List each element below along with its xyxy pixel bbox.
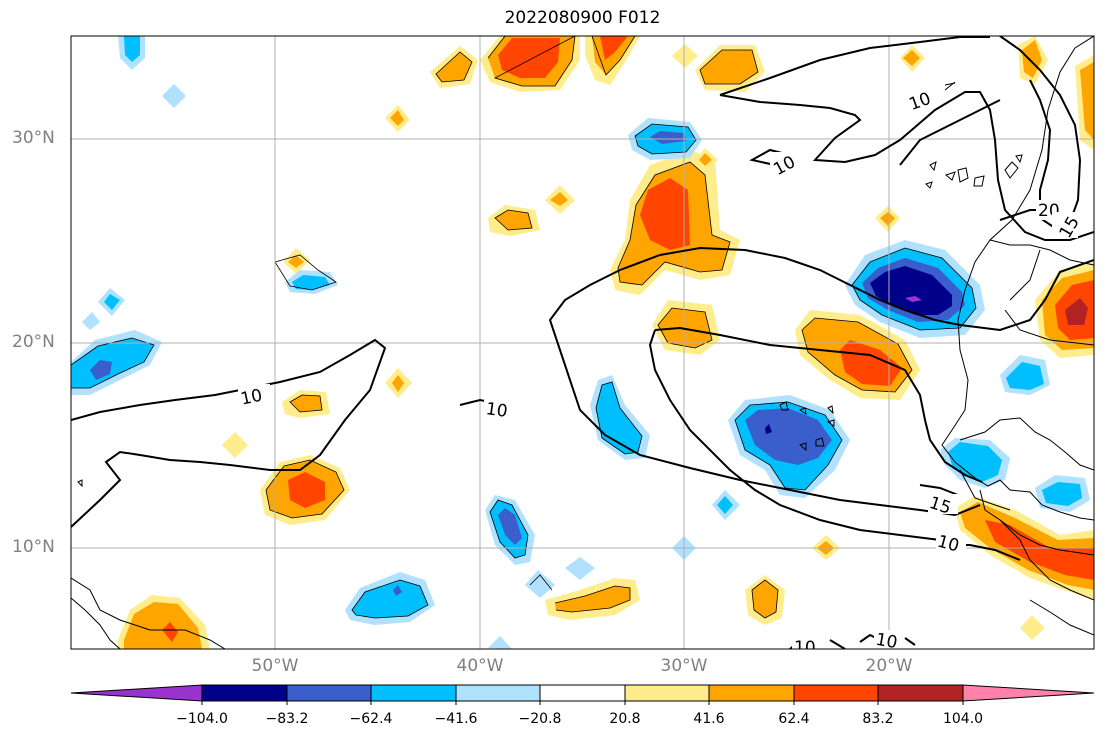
map-plot-area: 10 10 10 10 15 10 20 15 10 10	[71, 36, 1094, 658]
colorbar	[70, 684, 1095, 705]
anomaly-outlines	[71, 36, 977, 619]
contour-labels: 10 10 10 10 15 10 20 15 10 10	[238, 88, 1084, 658]
colorbar-tick-label: −83.2	[265, 711, 309, 727]
colorbar-tick-label: 83.2	[862, 711, 894, 727]
contour-label: 10	[794, 638, 816, 658]
colorbar-segment	[70, 684, 203, 702]
colorbar-tick-label: −41.6	[434, 711, 478, 727]
contour-lines	[71, 36, 1094, 649]
map-title: 2022080900 F012	[504, 8, 661, 28]
contour-label: 10	[239, 386, 264, 410]
colorbar-segment	[455, 684, 541, 702]
positive-anomaly-fills	[118, 36, 1094, 649]
colorbar-segment	[708, 684, 795, 702]
colorbar-tick-label: −20.8	[518, 711, 562, 727]
lon-label-40w: 40°W	[456, 656, 504, 676]
lat-label-10n: 10°N	[12, 537, 55, 557]
colorbar-segment	[201, 684, 288, 702]
lat-label-30n: 30°N	[12, 128, 55, 148]
contour-label: 10	[874, 630, 899, 653]
colorbar-segment	[624, 684, 710, 702]
colorbar-segment	[370, 684, 457, 702]
colorbar-segment	[539, 684, 626, 702]
colorbar-segment	[793, 684, 879, 702]
lat-label-20n: 20°N	[12, 332, 55, 352]
lon-label-30w: 30°W	[660, 656, 708, 676]
colorbar-tick-label: −104.0	[176, 711, 228, 727]
colorbar-tick-label: 41.6	[693, 711, 725, 727]
colorbar-tick-label: 62.4	[778, 711, 810, 727]
gridlines	[71, 36, 1094, 649]
colorbar-segment	[877, 684, 964, 702]
colorbar-segment	[962, 684, 1095, 702]
colorbar-segment	[286, 684, 372, 702]
lon-label-50w: 50°W	[251, 656, 299, 676]
colorbar-tick-label: 20.8	[609, 711, 641, 727]
colorbar-tick-label: 104.0	[942, 711, 984, 727]
coastlines	[71, 36, 1094, 649]
plot-frame	[70, 35, 1095, 650]
negative-anomaly-fills	[71, 36, 1090, 649]
colorbar-tick-label: −62.4	[349, 711, 393, 727]
contour-label: 10	[485, 399, 509, 422]
lon-label-20w: 20°W	[865, 656, 913, 676]
